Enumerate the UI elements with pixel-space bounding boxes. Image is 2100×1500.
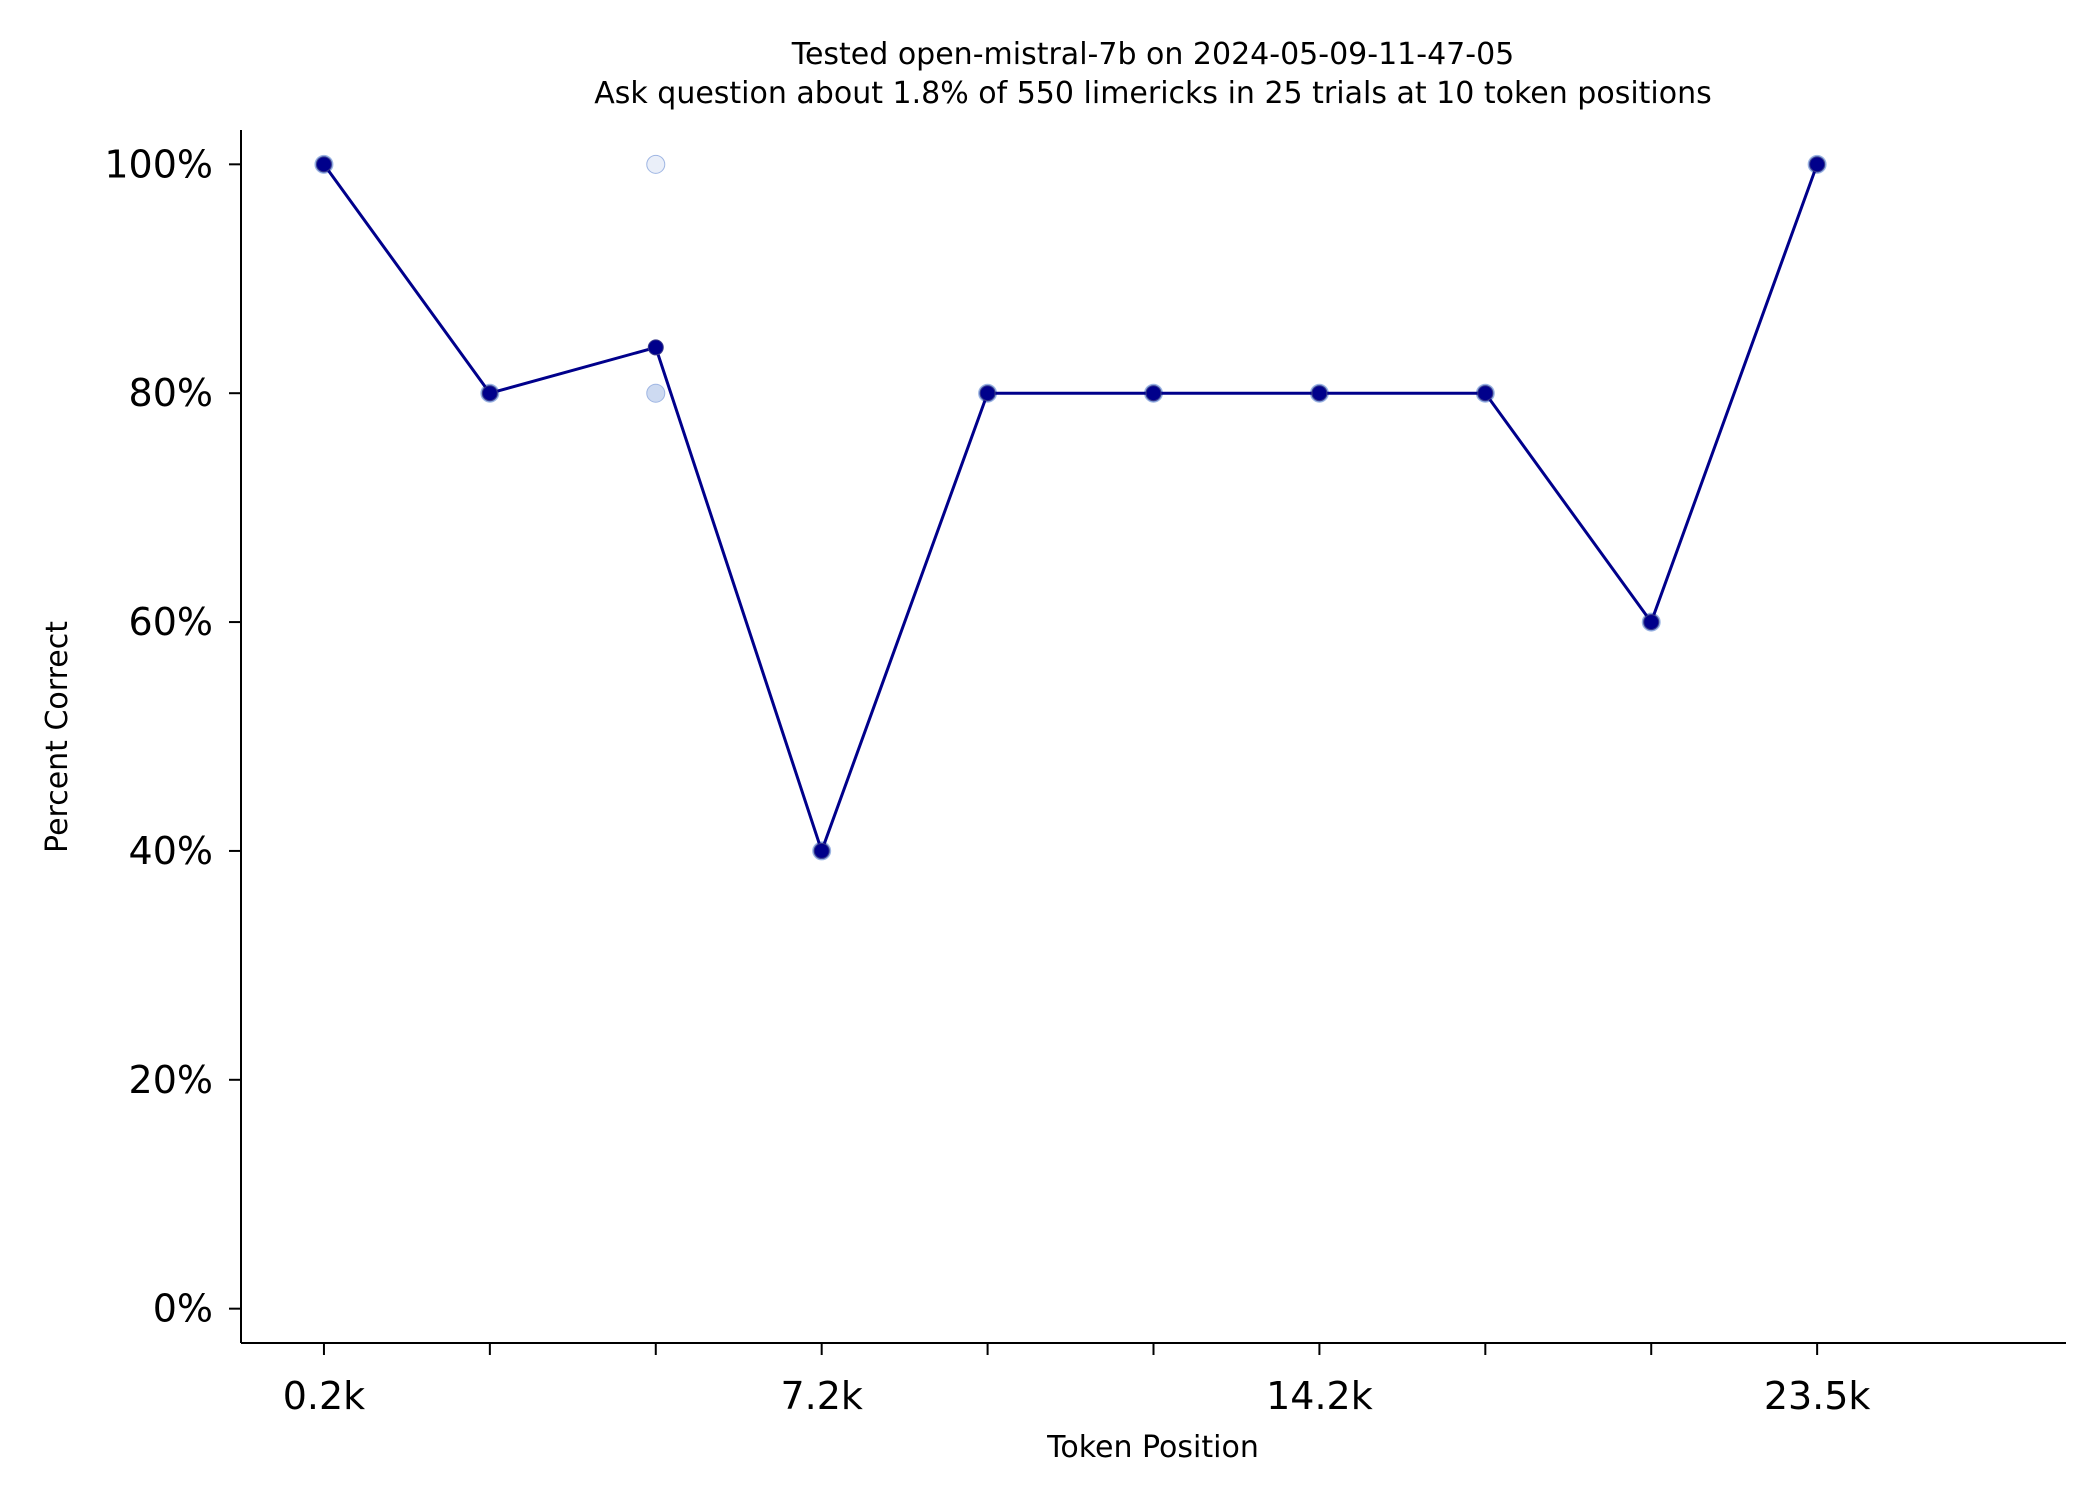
data-point	[1643, 614, 1660, 631]
data-point	[1477, 385, 1494, 402]
y-tick-label: 100%	[104, 142, 213, 186]
data-point	[1809, 156, 1826, 173]
y-tick-label: 0%	[153, 1287, 213, 1331]
y-tick-label: 20%	[129, 1058, 213, 1102]
y-ticks: 0% 20% 40% 60% 80% 100%	[104, 142, 241, 1331]
data-point	[481, 385, 498, 402]
x-tick-label: 7.2k	[780, 1374, 862, 1418]
data-point	[813, 842, 830, 859]
chart-title: Tested open-mistral-7b on 2024-05-09-11-…	[791, 37, 1515, 72]
series-line	[322, 163, 1819, 856]
y-tick-label: 60%	[129, 600, 213, 644]
data-point	[647, 339, 664, 356]
data-point	[315, 156, 332, 173]
trial-points	[314, 154, 1827, 861]
y-axis-label: Percent Correct	[40, 621, 75, 853]
series-layer	[315, 156, 1826, 859]
trial-point	[646, 154, 666, 174]
y-tick-label: 80%	[129, 371, 213, 415]
data-point	[1311, 385, 1328, 402]
trial-point	[646, 383, 666, 403]
x-tick-label: 14.2k	[1266, 1374, 1373, 1418]
data-point	[979, 385, 996, 402]
y-tick-label: 40%	[129, 829, 213, 873]
axes	[240, 130, 2066, 1344]
data-point	[1145, 385, 1162, 402]
x-tick-label: 0.2k	[283, 1374, 365, 1418]
x-ticks: 0.2k 7.2k 14.2k 23.5k	[283, 1343, 1871, 1418]
x-tick-label: 23.5k	[1764, 1374, 1871, 1418]
chart-subtitle: Ask question about 1.8% of 550 limericks…	[594, 76, 1712, 111]
x-axis-label: Token Position	[1046, 1430, 1259, 1465]
